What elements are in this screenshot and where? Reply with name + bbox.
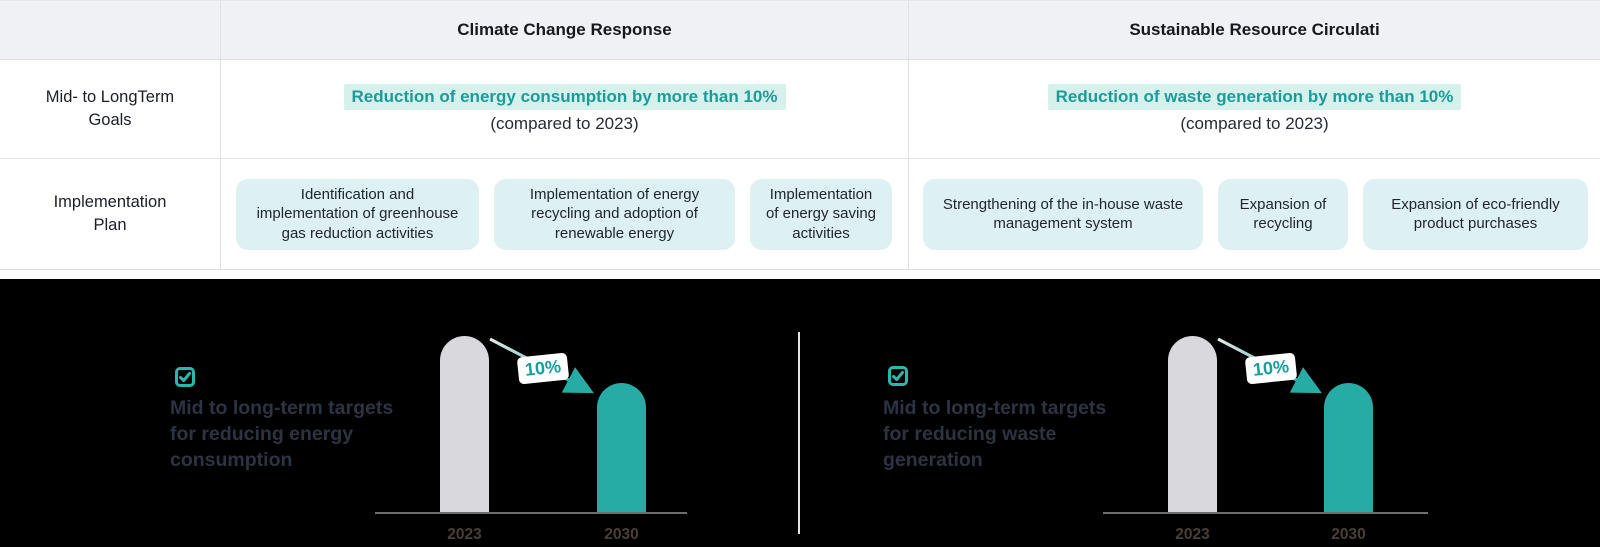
table-header-row: Climate Change Response Sustainable Reso… <box>0 0 1600 60</box>
plan-pill-recycling-expansion: Expansion of recycling <box>1218 178 1348 250</box>
energy-year-label-2030: 2030 <box>604 526 639 543</box>
energy-reduction-badge: 10% <box>516 352 570 385</box>
waste-year-label-2030: 2030 <box>1331 526 1366 543</box>
plan-pill-energy-saving: Implementation of energy saving activiti… <box>750 178 892 250</box>
implementation-plan-label: Implementation Plan <box>53 193 167 234</box>
energy-bar-2023 <box>440 336 489 512</box>
energy-targets-caption: Mid to long-term targets for reducing en… <box>170 397 394 471</box>
waste-bar-2030 <box>1324 383 1373 512</box>
waste-targets-caption: Mid to long-term targets for reducing wa… <box>883 397 1107 471</box>
header-empty-cell <box>0 1 220 59</box>
waste-year-label-2023: 2023 <box>1175 526 1210 543</box>
energy-bar-2030 <box>597 383 646 512</box>
waste-bar-2023 <box>1168 336 1217 512</box>
header-climate-change-response: Climate Change Response <box>220 1 908 59</box>
climate-goal-sub: (compared to 2023) <box>490 114 639 133</box>
plan-pill-ghg-reduction: Identification and implementation of gre… <box>236 178 479 250</box>
resource-goal-sub: (compared to 2023) <box>1180 114 1329 133</box>
goals-row: Mid- to LongTerm Goals Reduction of ener… <box>0 60 1600 159</box>
plan-pill-eco-friendly-purchases: Expansion of eco-friendly product purcha… <box>1363 178 1588 250</box>
goals-table: Climate Change Response Sustainable Reso… <box>0 0 1600 270</box>
header-sustainable-resource-circulation: Sustainable Resource Circulati <box>908 1 1600 59</box>
waste-chart-axis <box>1103 512 1428 514</box>
goals-row-label: Mid- to LongTerm Goals <box>45 88 175 129</box>
energy-chart-axis <box>375 512 687 514</box>
resource-goal-cell: Reduction of waste generation by more th… <box>908 60 1600 158</box>
implementation-plan-row: Implementation Plan Identification and i… <box>0 159 1600 270</box>
waste-reduction-badge: 10% <box>1244 352 1298 385</box>
plan-pill-energy-recycling: Implementation of energy recycling and a… <box>494 178 735 250</box>
resource-goal-highlight: Reduction of waste generation by more th… <box>1047 84 1462 110</box>
checkbox-checked-icon <box>175 367 195 387</box>
panel-divider <box>798 332 800 534</box>
climate-goal-cell: Reduction of energy consumption by more … <box>220 60 908 158</box>
plan-pill-waste-management: Strengthening of the in-house waste mana… <box>923 178 1203 250</box>
targets-infographic-section: Mid to long-term targets for reducing en… <box>0 279 1600 547</box>
energy-year-label-2023: 2023 <box>447 526 482 543</box>
resource-plan-cell: Strengthening of the in-house waste mana… <box>908 159 1600 269</box>
checkbox-checked-icon <box>888 366 908 386</box>
climate-plan-cell: Identification and implementation of gre… <box>220 159 908 269</box>
climate-goal-highlight: Reduction of energy consumption by more … <box>343 84 786 110</box>
